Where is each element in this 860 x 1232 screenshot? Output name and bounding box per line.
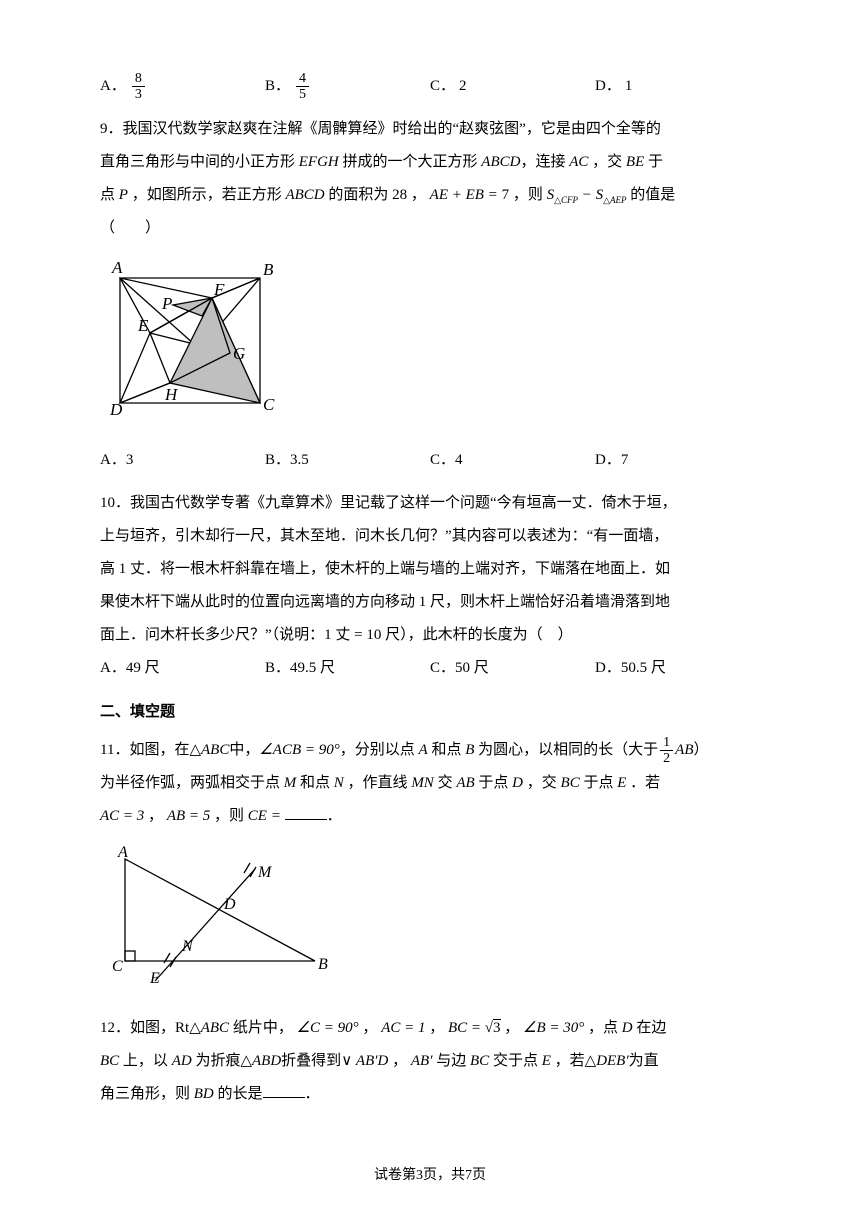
q10-opt-c: C．50 尺 — [430, 652, 595, 685]
q8-opt-a: A． 8 3 — [100, 70, 265, 103]
q8-opt-d: D． 1 — [595, 70, 760, 103]
q10-opt-b: B．49.5 尺 — [265, 652, 430, 685]
svg-text:B: B — [263, 260, 274, 279]
svg-text:E: E — [149, 970, 160, 987]
q8-opt-b: B． 4 5 — [265, 70, 430, 103]
svg-text:P: P — [161, 294, 172, 313]
svg-text:M: M — [257, 864, 273, 881]
opt-label: C． — [430, 70, 455, 103]
page-footer: 试卷第3页，共7页 — [100, 1161, 760, 1192]
q10-opt-a: A．49 尺 — [100, 652, 265, 685]
q8-options: A． 8 3 B． 4 5 C． 2 D． 1 — [100, 70, 760, 103]
svg-text:E: E — [137, 316, 149, 335]
opt-label: D． — [595, 70, 621, 103]
svg-text:H: H — [164, 385, 179, 404]
svg-text:A: A — [117, 844, 128, 861]
opt-label: A． — [100, 70, 126, 103]
q10-text: 10．我国古代数学专著《九章算术》里记载了这样一个问题“今有垣高一丈．倚木于垣，… — [100, 487, 760, 652]
svg-text:N: N — [181, 938, 194, 955]
opt-label: B． — [265, 70, 290, 103]
svg-text:B: B — [318, 956, 328, 973]
q9-text: 9．我国汉代数学家赵爽在注解《周髀算经》时给出的“赵爽弦图”，它是由四个全等的 … — [100, 113, 760, 245]
svg-text:A: A — [111, 258, 123, 277]
section-title: 二、填空题 — [100, 695, 760, 728]
frac: 4 5 — [296, 71, 309, 103]
q9-opt-d: D．7 — [595, 444, 760, 477]
blank — [263, 1082, 305, 1098]
svg-text:C: C — [263, 395, 275, 414]
svg-text:D: D — [109, 400, 123, 419]
svg-text:G: G — [233, 344, 245, 363]
opt-val: 1 — [625, 70, 633, 103]
q11-text: 11．如图，在△ABC中，∠ACB = 90°，分别以点 A 和点 B 为圆心，… — [100, 734, 760, 833]
svg-text:D: D — [223, 896, 236, 913]
q9-options: A．3 B．3.5 C．4 D．7 — [100, 444, 760, 477]
q11-figure: A B C D E M N — [100, 841, 760, 1004]
q10-opt-d: D．50.5 尺 — [595, 652, 760, 685]
q9-opt-b: B．3.5 — [265, 444, 430, 477]
q12-text: 12．如图，Rt△ABC 纸片中， ∠C = 90° ， AC = 1 ， BC… — [100, 1012, 760, 1111]
opt-val: 2 — [459, 70, 467, 103]
frac: 8 3 — [132, 71, 145, 103]
svg-text:F: F — [213, 280, 225, 299]
q9-opt-c: C．4 — [430, 444, 595, 477]
q9-opt-a: A．3 — [100, 444, 265, 477]
q9-figure: A B C D E F G H P — [100, 253, 760, 436]
q10-options: A．49 尺 B．49.5 尺 C．50 尺 D．50.5 尺 — [100, 652, 760, 685]
blank — [285, 804, 327, 820]
q8-opt-c: C． 2 — [430, 70, 595, 103]
svg-text:C: C — [112, 958, 123, 975]
